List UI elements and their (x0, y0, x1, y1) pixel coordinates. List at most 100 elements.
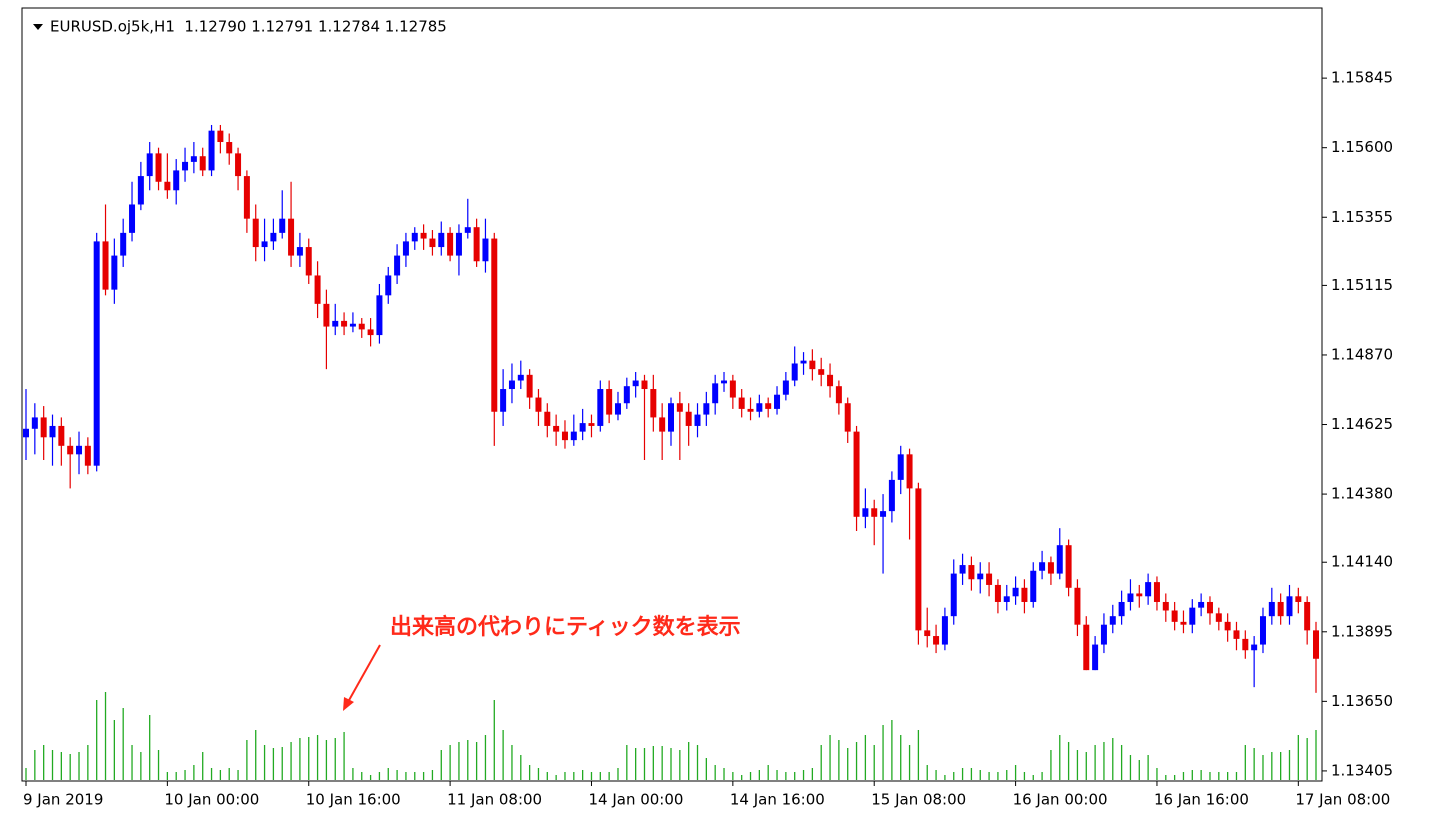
candle-body (164, 181, 171, 191)
candle-body (1003, 596, 1010, 602)
candle-body (261, 241, 268, 248)
candle-body (235, 153, 242, 177)
candle-body (614, 403, 621, 415)
candle-body (288, 218, 295, 256)
annotation-arrow (343, 644, 381, 711)
y-tick-label: 1.14140 (1331, 553, 1393, 571)
candle-body (950, 573, 957, 617)
candle-body (23, 428, 29, 438)
candle-body (632, 380, 639, 387)
x-tick-label: 10 Jan 16:00 (306, 791, 401, 809)
candle-body (791, 363, 798, 381)
annotation: 出来高の代わりにティック数を表示 (390, 614, 741, 640)
candle-body (1056, 545, 1063, 574)
candle-body (429, 238, 436, 248)
candle-body (765, 403, 772, 409)
candle-body (1030, 570, 1037, 602)
x-tick-label: 17 Jan 08:00 (1295, 791, 1390, 809)
plot-frame (21, 7, 1323, 782)
candle-body (1145, 582, 1152, 597)
candle-body (420, 232, 427, 239)
y-tick-label: 1.14380 (1331, 485, 1393, 503)
candle-body (1109, 616, 1116, 625)
candle-body (685, 411, 692, 426)
candle-body (455, 232, 462, 256)
x-tick-label: 15 Jan 08:00 (871, 791, 966, 809)
candle-body (1286, 596, 1293, 617)
y-tick-label: 1.15845 (1331, 69, 1393, 87)
candle-body (597, 389, 604, 426)
candle-body (1083, 624, 1090, 671)
candle-body (1295, 596, 1302, 602)
candle-body (394, 255, 401, 276)
candle-body (1224, 621, 1231, 631)
candle-body (1242, 638, 1249, 651)
candle-body (67, 445, 74, 455)
y-tick-label: 1.14870 (1331, 345, 1393, 363)
candle-body (402, 241, 409, 256)
candle-body (668, 403, 674, 432)
candle-body (31, 417, 38, 429)
candle-body (279, 218, 286, 233)
y-tick-label: 1.14625 (1331, 415, 1393, 433)
candle-body (173, 170, 180, 191)
candle-body (941, 616, 948, 645)
candle-body (933, 636, 940, 645)
candle-body (1233, 630, 1240, 639)
candle-body (217, 130, 224, 143)
candle-body (782, 380, 789, 395)
candle-body (49, 425, 56, 438)
candle-body (270, 232, 277, 242)
candle-body (243, 176, 250, 219)
candle-body (1180, 621, 1187, 625)
candle-body (1074, 587, 1081, 625)
candle-body (659, 417, 666, 432)
candle-body (579, 423, 586, 432)
candle-body (129, 204, 136, 233)
candle-body (323, 303, 330, 327)
candle-body (1206, 601, 1213, 614)
candle-body (641, 380, 648, 390)
candle-body (623, 386, 630, 404)
candle-body (1153, 582, 1160, 602)
x-tick-label: 14 Jan 16:00 (730, 791, 825, 809)
candle-body (862, 508, 869, 517)
y-tick-label: 1.15355 (1331, 208, 1393, 226)
candle-body (712, 383, 719, 404)
candle-body (924, 630, 931, 637)
candle-body (1118, 601, 1125, 617)
candle-body (897, 454, 904, 480)
candle-body (721, 380, 728, 384)
candle-body (888, 479, 895, 512)
candle-body (588, 423, 595, 426)
y-tick-label: 1.15115 (1331, 276, 1393, 294)
candle-body (252, 218, 259, 248)
candle-body (800, 360, 807, 364)
candle-body (305, 247, 312, 276)
candle-body (137, 176, 144, 205)
candle-body (1171, 610, 1178, 622)
candle-body (1189, 607, 1196, 625)
candle-body (190, 156, 197, 162)
candle-body (508, 380, 515, 390)
candle-body (871, 508, 878, 517)
x-tick-label: 11 Jan 08:00 (447, 791, 542, 809)
candle-body (809, 360, 816, 370)
candle-body (341, 320, 348, 327)
candle-body (915, 488, 922, 631)
candle-body (968, 565, 975, 580)
candle-body (482, 238, 489, 262)
candle-body (1039, 562, 1046, 571)
candle-body (1198, 601, 1205, 608)
candle-body (208, 130, 215, 171)
menu-triangle (33, 24, 43, 30)
candle-body (853, 431, 860, 517)
candle-body (111, 255, 118, 290)
candle-body (358, 323, 365, 330)
candle-body (844, 403, 851, 432)
candle-body (438, 232, 445, 248)
candle-body (606, 389, 613, 415)
x-tick-label: 16 Jan 16:00 (1154, 791, 1249, 809)
candle-body (473, 227, 480, 262)
